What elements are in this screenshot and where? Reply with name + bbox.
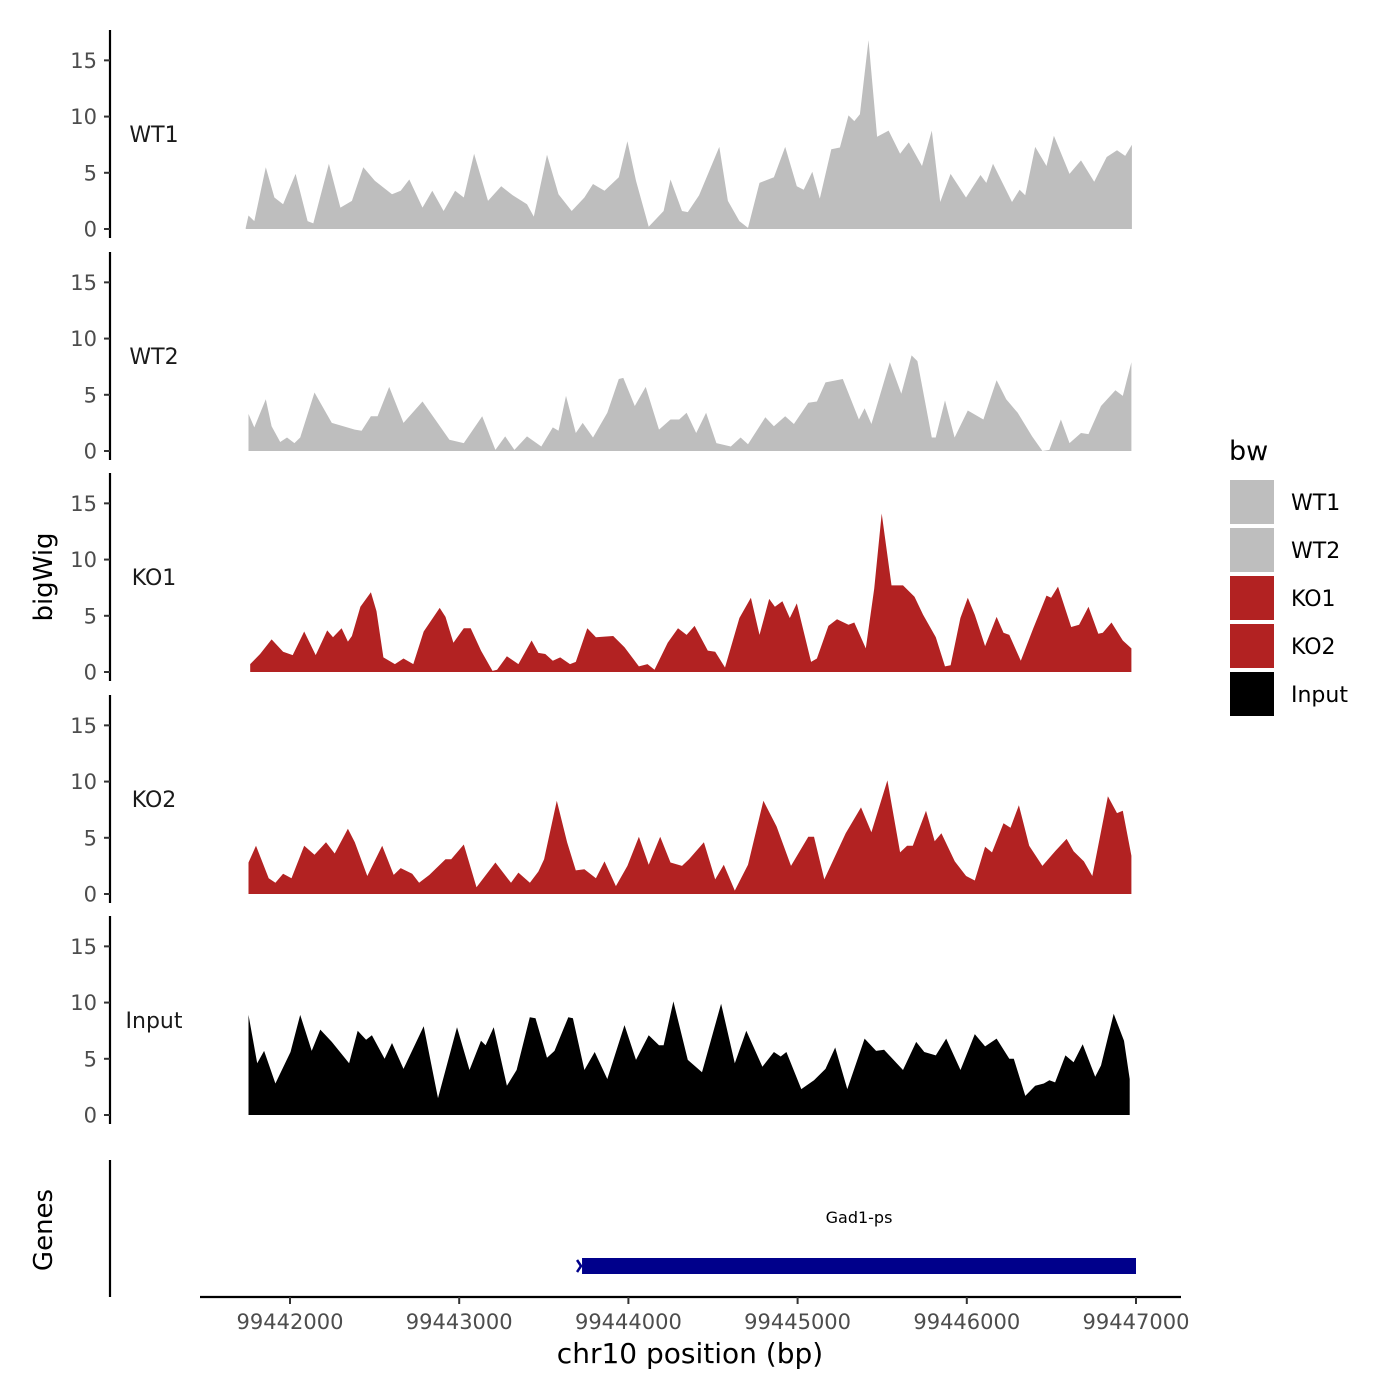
legend-title: bw	[1229, 436, 1268, 467]
area-ko1	[250, 513, 1132, 672]
y-tick-label: 0	[84, 1104, 97, 1128]
track-label: WT1	[129, 123, 178, 148]
x-axis-title: chr10 position (bp)	[557, 1337, 823, 1370]
y-tick-label: 5	[84, 604, 97, 628]
y-tick-label: 15	[70, 49, 97, 73]
y-tick-label: 10	[70, 327, 97, 351]
y-axis-title: bigWig	[29, 532, 59, 621]
panel-wt1: 0 5 10 15 WT1	[70, 30, 1132, 242]
x-tick-label: 99446000	[913, 1310, 1020, 1334]
track-label: Input	[126, 1009, 183, 1034]
panel-ko1: 0 5 10 15 KO1	[70, 473, 1132, 685]
legend-label: WT2	[1291, 539, 1340, 564]
y-tick-label: 5	[84, 383, 97, 407]
x-axis: 99442000 99443000 99444000 99445000 99446000…	[200, 1295, 1190, 1334]
y-tick-label: 15	[70, 935, 97, 959]
y-tick-label: 15	[70, 492, 97, 516]
track-label: KO2	[132, 788, 177, 813]
area-wt1	[245, 40, 1132, 229]
legend-label: Input	[1291, 683, 1348, 708]
panel-input: 0 5 10 15 Input	[70, 916, 1130, 1128]
x-tick-label: 99443000	[406, 1310, 513, 1334]
genes-panel: Genes Gad1-ps	[29, 1160, 1136, 1297]
area-ko2	[248, 780, 1132, 894]
gene-body	[582, 1258, 1136, 1274]
y-tick-label: 0	[84, 883, 97, 907]
y-tick-label: 0	[84, 218, 97, 242]
area-input	[248, 1001, 1130, 1115]
area-wt2	[248, 355, 1132, 451]
gene-label: Gad1-ps	[826, 1208, 893, 1227]
x-tick-label: 99445000	[744, 1310, 851, 1334]
legend-key-wt1	[1230, 480, 1274, 524]
track-panels: 0 5 10 15 WT1 0 5 10 15 WT2 0 5 10 15 KO1 0 5 10 15 KO2 0 5 10…	[70, 30, 1132, 1128]
y-tick-label: 0	[84, 440, 97, 464]
y-tick-label: 10	[70, 991, 97, 1015]
x-tick-label: 99447000	[1083, 1310, 1190, 1334]
legend-key-input	[1230, 672, 1274, 716]
y-tick-label: 10	[70, 105, 97, 129]
x-tick-label: 99442000	[237, 1310, 344, 1334]
panel-wt2: 0 5 10 15 WT2	[70, 252, 1132, 464]
track-label: KO1	[132, 566, 177, 591]
track-label: WT2	[129, 345, 178, 370]
legend: bw WT1 WT2 KO1 KO2 Input	[1229, 436, 1348, 716]
y-tick-label: 10	[70, 770, 97, 794]
y-tick-label: 5	[84, 826, 97, 850]
y-tick-label: 10	[70, 548, 97, 572]
y-tick-label: 15	[70, 714, 97, 738]
genes-axis-title: Genes	[29, 1189, 59, 1271]
legend-label: KO1	[1291, 587, 1336, 612]
legend-label: WT1	[1291, 491, 1340, 516]
strand-arrow-icon	[575, 1259, 583, 1273]
y-tick-label: 5	[84, 1047, 97, 1071]
y-tick-label: 15	[70, 271, 97, 295]
legend-label: KO2	[1291, 635, 1336, 660]
panel-ko2: 0 5 10 15 KO2	[70, 695, 1132, 907]
legend-key-ko2	[1230, 624, 1274, 668]
x-tick-label: 99444000	[575, 1310, 682, 1334]
legend-key-ko1	[1230, 576, 1274, 620]
legend-key-wt2	[1230, 528, 1274, 572]
y-tick-label: 5	[84, 161, 97, 185]
y-tick-label: 0	[84, 661, 97, 685]
